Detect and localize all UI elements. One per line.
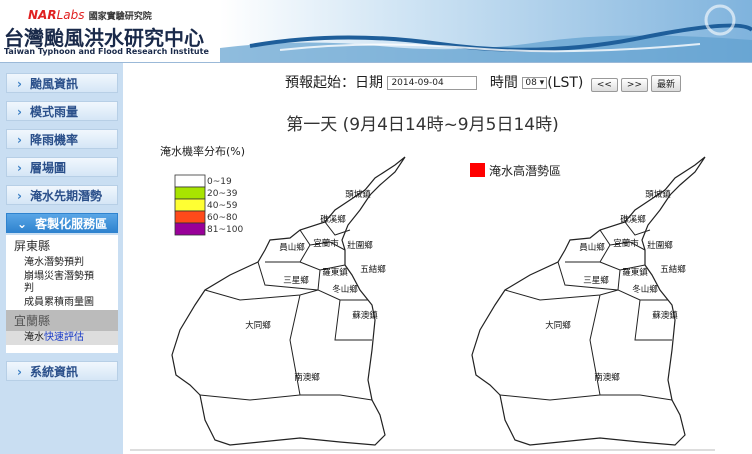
page: NARLabs 國家實驗研究院 台灣颱風洪水研究中心 Taiwan Typhoo…	[0, 0, 752, 454]
township-label: 冬山鄉	[632, 284, 658, 295]
township-label: 羅東鎮	[622, 267, 648, 278]
legend-title: 淹水機率分布(%)	[160, 144, 245, 158]
township-label: 壯圍鄉	[647, 240, 673, 251]
township-label: 礁溪鄉	[620, 214, 646, 225]
township-label: 蘇澳鎮	[652, 310, 678, 321]
legend-label: 40~59	[207, 201, 238, 211]
township-label: 五結鄉	[360, 264, 386, 275]
township-label: 頭城鎮	[345, 189, 371, 200]
township-label: 壯圍鄉	[347, 240, 373, 251]
legend-swatch	[175, 199, 205, 211]
legend-swatch	[175, 223, 205, 235]
legend-label: 81~100	[207, 225, 243, 235]
legend-swatch	[175, 175, 205, 187]
township-label: 羅東鎮	[322, 267, 348, 278]
township-label: 冬山鄉	[332, 284, 358, 295]
legend-label: 60~80	[207, 213, 238, 223]
township-label: 三星鄉	[583, 275, 609, 286]
township-label: 員山鄉	[279, 242, 305, 253]
county-map	[472, 157, 705, 445]
township-label: 宜蘭市	[313, 238, 339, 249]
legend-swatch	[470, 163, 485, 177]
legend-label: 20~39	[207, 189, 238, 199]
maps: 淹水機率分布(%) 0~19 20~39 40~59 60~80 81~100 淹水高潛勢…	[0, 0, 752, 454]
township-label: 大同鄉	[245, 320, 271, 331]
township-label: 三星鄉	[283, 275, 309, 286]
township-label: 大同鄉	[545, 320, 571, 331]
township-label: 頭城鎮	[645, 189, 671, 200]
township-label: 南澳鄉	[594, 372, 620, 383]
township-label: 南澳鄉	[294, 372, 320, 383]
township-label: 礁溪鄉	[320, 214, 346, 225]
legend-label: 0~19	[207, 177, 232, 187]
legend-label: 淹水高潛勢區	[489, 163, 561, 178]
township-label: 員山鄉	[579, 242, 605, 253]
legend-swatch	[175, 187, 205, 199]
township-label: 五結鄉	[660, 264, 686, 275]
township-label: 蘇澳鎮	[352, 310, 378, 321]
legend-swatch	[175, 211, 205, 223]
township-label: 宜蘭市	[613, 238, 639, 249]
